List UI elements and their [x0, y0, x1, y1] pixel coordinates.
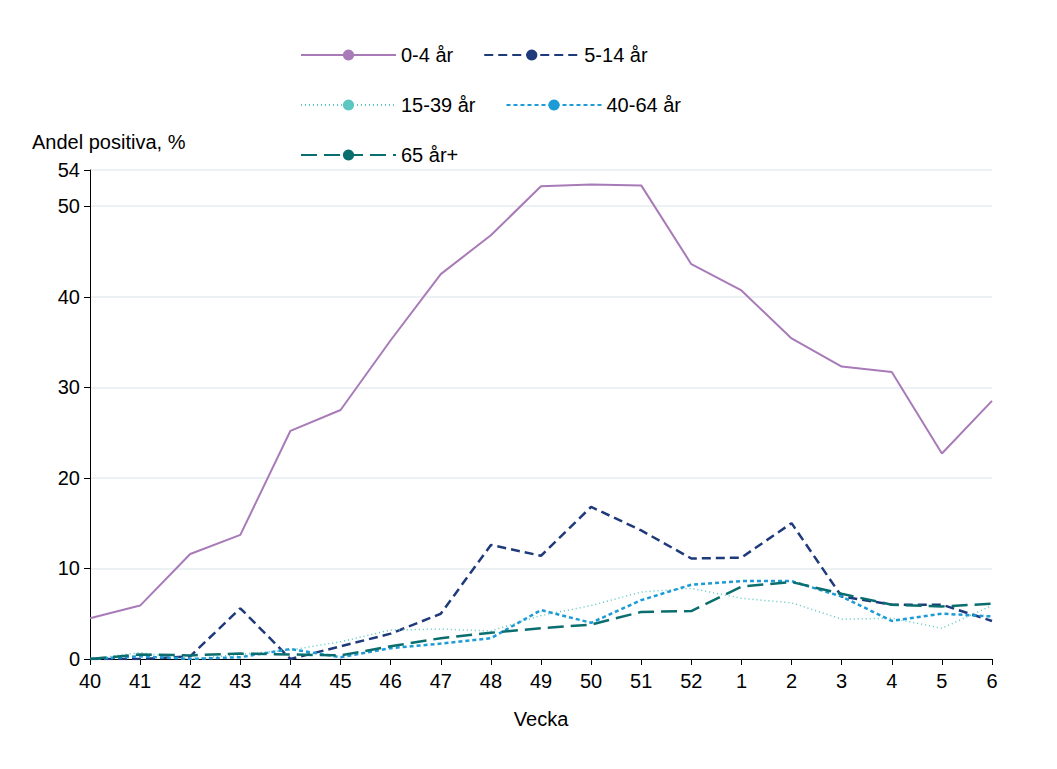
svg-text:41: 41	[129, 670, 151, 692]
svg-text:Vecka: Vecka	[514, 708, 569, 730]
svg-text:3: 3	[836, 670, 847, 692]
svg-text:5: 5	[936, 670, 947, 692]
svg-text:10: 10	[58, 557, 80, 579]
svg-text:44: 44	[279, 670, 301, 692]
svg-text:45: 45	[329, 670, 351, 692]
svg-text:52: 52	[680, 670, 702, 692]
svg-text:65 år+: 65 år+	[401, 144, 458, 166]
svg-text:42: 42	[179, 670, 201, 692]
svg-text:4: 4	[886, 670, 897, 692]
svg-text:40: 40	[58, 286, 80, 308]
svg-text:40: 40	[79, 670, 101, 692]
svg-text:0-4 år: 0-4 år	[401, 44, 454, 66]
svg-text:51: 51	[630, 670, 652, 692]
svg-text:20: 20	[58, 467, 80, 489]
svg-text:Andel positiva, %: Andel positiva, %	[32, 131, 186, 153]
svg-text:46: 46	[380, 670, 402, 692]
svg-text:15-39 år: 15-39 år	[401, 94, 476, 116]
svg-text:2: 2	[786, 670, 797, 692]
svg-text:30: 30	[58, 376, 80, 398]
svg-text:43: 43	[229, 670, 251, 692]
svg-text:5-14 år: 5-14 år	[584, 44, 648, 66]
svg-text:0: 0	[69, 648, 80, 670]
svg-text:50: 50	[58, 195, 80, 217]
svg-text:49: 49	[530, 670, 552, 692]
svg-text:48: 48	[480, 670, 502, 692]
svg-text:47: 47	[430, 670, 452, 692]
svg-text:1: 1	[736, 670, 747, 692]
svg-text:50: 50	[580, 670, 602, 692]
svg-text:6: 6	[986, 670, 997, 692]
svg-text:54: 54	[58, 159, 80, 181]
svg-text:40-64 år: 40-64 år	[606, 94, 681, 116]
